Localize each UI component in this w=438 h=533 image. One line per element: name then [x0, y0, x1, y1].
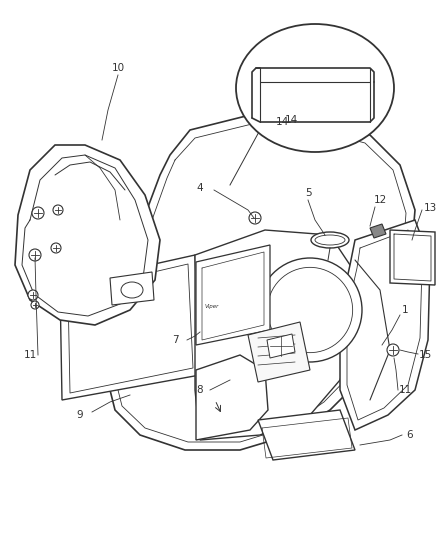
- Text: 12: 12: [373, 195, 387, 205]
- Polygon shape: [340, 220, 430, 430]
- Text: 13: 13: [424, 203, 437, 213]
- Polygon shape: [390, 230, 435, 285]
- Text: 14: 14: [285, 115, 298, 125]
- Text: 8: 8: [197, 385, 203, 395]
- Polygon shape: [258, 410, 355, 460]
- Text: 1: 1: [402, 305, 408, 315]
- Circle shape: [387, 344, 399, 356]
- Circle shape: [249, 212, 261, 224]
- Text: 11: 11: [23, 350, 37, 360]
- Ellipse shape: [236, 24, 394, 152]
- Text: 7: 7: [172, 335, 178, 345]
- Text: 15: 15: [418, 350, 431, 360]
- Polygon shape: [60, 255, 200, 400]
- Circle shape: [51, 243, 61, 253]
- Text: Viper: Viper: [205, 304, 219, 309]
- Polygon shape: [370, 224, 386, 238]
- Polygon shape: [267, 334, 295, 358]
- Circle shape: [53, 205, 63, 215]
- Text: 9: 9: [77, 410, 83, 420]
- Polygon shape: [195, 230, 355, 440]
- Text: 4: 4: [197, 183, 203, 193]
- Polygon shape: [110, 272, 154, 305]
- Polygon shape: [105, 115, 415, 450]
- Ellipse shape: [311, 232, 349, 248]
- Polygon shape: [196, 355, 268, 440]
- Circle shape: [32, 207, 44, 219]
- Circle shape: [28, 290, 38, 300]
- Text: 14: 14: [276, 117, 289, 127]
- Polygon shape: [196, 245, 270, 345]
- Text: 5: 5: [305, 188, 311, 198]
- Polygon shape: [15, 145, 160, 325]
- Text: 6: 6: [407, 430, 413, 440]
- Polygon shape: [248, 322, 310, 382]
- Circle shape: [29, 249, 41, 261]
- Text: 11: 11: [399, 385, 412, 395]
- Circle shape: [258, 258, 362, 362]
- Circle shape: [31, 301, 39, 309]
- Text: 10: 10: [111, 63, 124, 73]
